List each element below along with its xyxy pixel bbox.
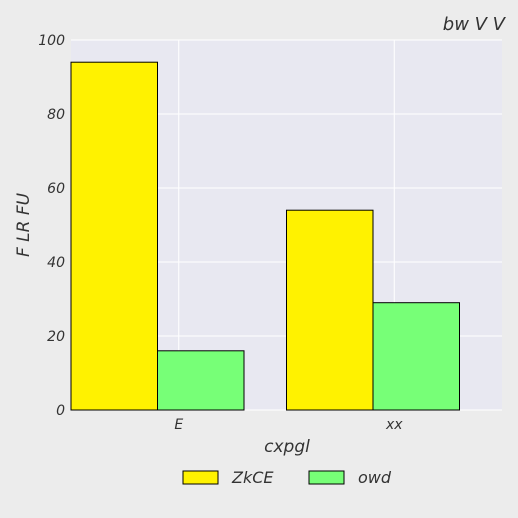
y-tick-labels: 0 20 40 60 80 100 <box>38 33 65 419</box>
bar-ZkCE-xx <box>286 209 374 411</box>
legend-swatch <box>182 470 219 485</box>
y-axis-title: F LR FU <box>14 192 34 257</box>
legend-label: owd <box>358 468 392 487</box>
legend-swatch <box>308 470 345 485</box>
legend: ZkCE owd <box>182 468 392 487</box>
legend-label: ZkCE <box>231 468 274 487</box>
y-tick-label: 60 <box>47 181 65 197</box>
bar-owd-E <box>157 350 245 411</box>
x-axis-title: cxpgl <box>264 437 310 457</box>
y-tick-label: 100 <box>38 33 65 49</box>
x-tick-label: xx <box>385 417 403 433</box>
x-tick-label: E <box>174 417 183 433</box>
y-tick-label: 80 <box>47 107 65 123</box>
bar-ZkCE-E <box>70 61 158 411</box>
chart-title: bw V V <box>443 14 507 35</box>
y-tick-label: 0 <box>56 403 65 419</box>
bars <box>70 61 460 411</box>
bar-owd-xx <box>372 302 460 411</box>
y-tick-label: 40 <box>47 255 65 271</box>
y-tick-label: 20 <box>47 329 65 345</box>
